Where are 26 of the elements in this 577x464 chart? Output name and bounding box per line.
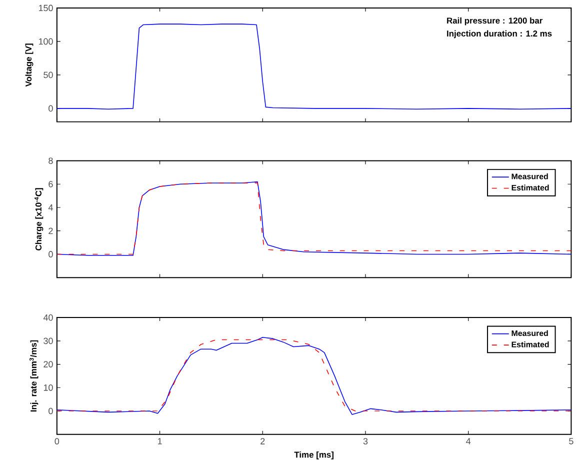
x-axis-title: Time [ms] [294, 451, 334, 460]
y-axis-title: Inj. rate [mm$^{3}$/ms] [30, 340, 38, 412]
x-tick-label: 0 [54, 438, 60, 444]
x-tick-label: 4 [466, 438, 471, 444]
y-axis-title: Charge [x10$^{-4}$C] [34, 188, 44, 250]
y-tick-label: 0 [48, 408, 53, 414]
x-tick-label: 1 [158, 438, 162, 444]
x-tick-label: 5 [569, 438, 574, 444]
y-tick-label: 30 [44, 338, 53, 344]
y-tick-label: 40 [43, 314, 53, 321]
y-tick-label: 50 [44, 72, 53, 78]
y-tick-label: 8 [48, 157, 53, 164]
y-tick-label: 6 [48, 180, 53, 188]
y-tick-label: 150 [38, 4, 53, 11]
y-tick-label: 0 [48, 105, 53, 112]
y-tick-label: 0 [48, 250, 53, 258]
annotation: Injection duration : 1.2 ms [447, 30, 552, 38]
y-axis-title: Voltage [V] [25, 43, 34, 86]
x-tick-label: 2 [260, 438, 265, 444]
annotation: Rail pressure : 1200 bar [447, 17, 543, 26]
y-tick-label: 4 [48, 204, 53, 210]
y-tick-label: 100 [38, 38, 53, 44]
y-tick-label: 2 [48, 228, 53, 234]
x-tick-label: 3 [363, 438, 368, 444]
y-tick-label: 10 [44, 384, 53, 391]
y-tick-label: 20 [44, 360, 53, 368]
